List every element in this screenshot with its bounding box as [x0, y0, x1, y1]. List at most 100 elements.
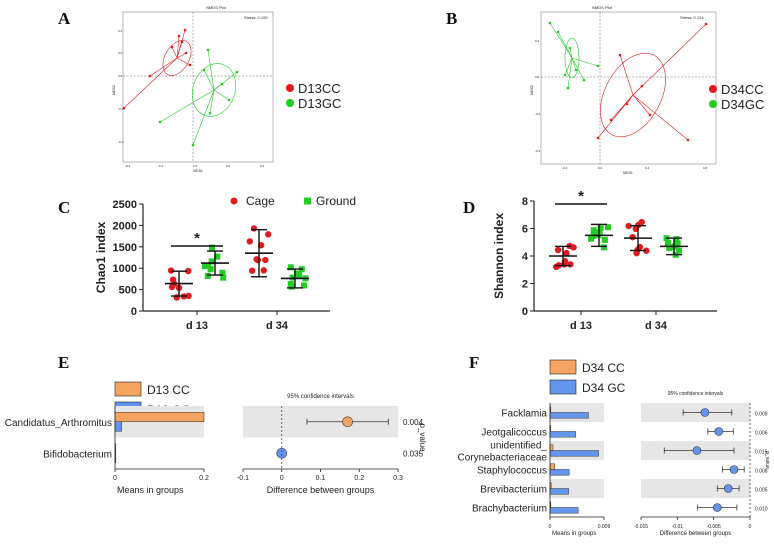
ci-tick-label: -0.015 [634, 524, 648, 530]
nmds-a-xlabel: MDS1 [193, 169, 203, 173]
cage-point [185, 292, 192, 300]
nmds-a-stress: Stress: 0.100 [244, 15, 268, 20]
ground-point [588, 235, 595, 242]
p-value-text: 0.035 [403, 449, 424, 458]
ground-point [214, 253, 221, 260]
y-tick-label: 1500 [113, 242, 137, 254]
ci-title: 95% confidence intervals [668, 391, 724, 397]
nmds-a-ytick: 0.0 [118, 74, 123, 78]
ground-point [288, 283, 295, 290]
nmds-b-ytick: 0.0 [535, 75, 540, 79]
ground-point [597, 225, 604, 232]
ci-tick-label: -0.01 [672, 524, 684, 530]
ci-tick-label: 0 [749, 524, 752, 530]
cage-point [635, 221, 642, 229]
y-tick-label: 6 [522, 224, 528, 236]
panel-label-f: F [469, 353, 479, 372]
difference-point [700, 408, 710, 417]
mean-bar-gc [549, 507, 579, 514]
ground-point [600, 244, 607, 251]
taxon-label: Brevibacterium [480, 485, 547, 496]
p-value-text: 0.006 [755, 431, 768, 437]
taxon-label: Jeotgalicoccus [481, 428, 547, 439]
nmds-a-xtick: 0.4 [260, 164, 265, 168]
legend-marker-ground [304, 197, 311, 205]
nmds-a-xtick: 0.2 [226, 164, 231, 168]
y-tick-label: 0 [522, 306, 528, 318]
ground-point [601, 236, 608, 243]
nmds-a-green-points [158, 48, 239, 147]
p-value-text: 0.004 [403, 418, 424, 427]
nmds-b-xtick: -0.4 [562, 166, 568, 170]
x-tick-label: d 34 [266, 320, 289, 332]
y-tick-label: 2500 [113, 199, 137, 211]
panel-label-a: A [58, 9, 71, 28]
p-value-axis-label: p_value [418, 423, 427, 452]
mean-bar-cc [114, 412, 205, 422]
cage-point [567, 261, 574, 268]
ci-axis-label: Difference between groups [267, 485, 375, 495]
nmds-plot-a: NMDS Plot Stress: 0.100 MDS1 MDS2 -0.4 -… [112, 5, 341, 173]
y-tick-label: 1000 [113, 263, 137, 275]
ground-point [300, 282, 307, 289]
legend-label-d13cc: D13CC [298, 81, 341, 96]
legend-label-d34gc: D34GC [721, 97, 764, 112]
nmds-a-red-spider [123, 29, 192, 109]
legend-swatch [114, 381, 142, 397]
cage-point [262, 256, 269, 264]
difference-point [729, 465, 739, 474]
cage-point [554, 246, 562, 254]
significance-star: * [578, 188, 584, 205]
cage-point [643, 247, 650, 254]
legend-label-ground: Ground [316, 194, 356, 208]
ci-tick-label: 0.2 [354, 475, 364, 482]
legend-marker-cage [230, 197, 238, 205]
difference-point [723, 484, 733, 493]
mean-bar-cc [549, 444, 554, 451]
legend-marker-d13gc [286, 99, 294, 107]
difference-point [692, 446, 702, 455]
ground-point [296, 272, 303, 279]
ground-point [208, 244, 215, 251]
x-tick-label: d 13 [570, 320, 592, 332]
p-value-axis-label: p_value [764, 451, 770, 469]
ground-point [673, 236, 680, 243]
nmds-plot-b: NMDS Plot Stress: 0.124 MDS1 MDS2 -0.4 0… [530, 5, 764, 175]
cage-point [260, 267, 267, 274]
cage-point [629, 233, 636, 241]
significance-star: * [194, 230, 200, 247]
ci-row-band [641, 479, 750, 498]
nmds-b-green-spider [549, 22, 599, 89]
means-axis-label: Means in groups [552, 531, 596, 537]
nmds-b-ylabel: MDS2 [530, 85, 534, 95]
legend-marker-d13cc [286, 84, 294, 92]
taxon-label: Facklamia [501, 409, 547, 420]
p-value-text: 0.015 [755, 450, 768, 456]
mean-bar-cc [549, 463, 556, 470]
taxon-label: Candidatus_Arthromitus [5, 418, 112, 429]
legend-label-cage: Cage [246, 194, 275, 208]
y-tick-label: 8 [522, 196, 528, 208]
nmds-b-xtick: 0.0 [598, 166, 603, 170]
mean-bar-gc [549, 412, 589, 419]
panel-label-b: B [446, 9, 457, 28]
nmds-b-xtick: 0.4 [645, 166, 650, 170]
ground-point [204, 272, 211, 279]
taxon-label: Staphylococcus [477, 466, 547, 477]
nmds-b-ytick: 0.2 [535, 39, 540, 43]
y-axis-label: Shannon index [492, 213, 506, 299]
legend-label: D13 CC [147, 383, 190, 397]
ground-point [289, 274, 296, 281]
legend-marker-d34gc [709, 100, 717, 108]
y-tick-label: 500 [119, 285, 137, 297]
ground-point [590, 227, 597, 234]
ground-point [207, 266, 214, 273]
nmds-a-red-points [122, 28, 192, 110]
ground-point [205, 262, 212, 269]
legend-swatch [549, 379, 577, 395]
mean-bar-gc [114, 421, 122, 432]
nmds-b-green-points [548, 21, 600, 90]
ci-tick-label: -0.1 [237, 475, 249, 482]
ground-point [665, 240, 672, 247]
p-value-text: 0.005 [755, 488, 768, 494]
